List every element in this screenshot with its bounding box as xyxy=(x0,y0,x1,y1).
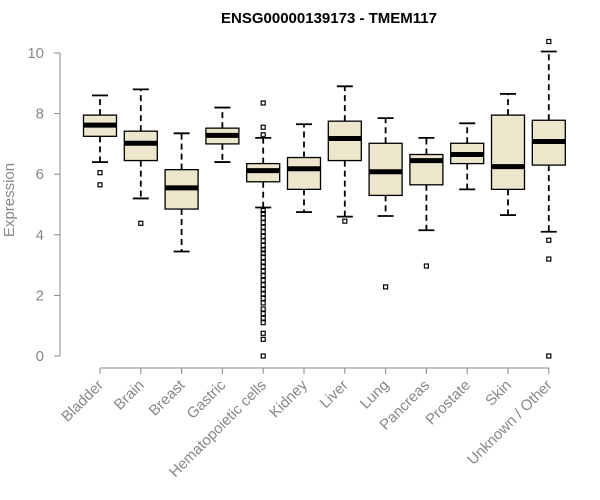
x-tick-label: Prostate xyxy=(422,377,474,429)
outlier-point xyxy=(260,207,266,214)
box-group-kidney xyxy=(286,123,322,213)
outlier-point xyxy=(260,233,266,239)
x-tick-label: Kidney xyxy=(266,376,311,421)
box-group-brain xyxy=(123,88,158,226)
outlier-point xyxy=(423,263,429,269)
outlier-point xyxy=(260,353,266,359)
x-tick-label: Lung xyxy=(357,377,393,413)
outlier-point xyxy=(260,277,266,283)
outlier-point xyxy=(260,229,266,235)
outlier-point xyxy=(260,336,266,342)
x-tick-label: Skin xyxy=(482,377,515,410)
outlier-point xyxy=(260,215,266,221)
outlier-point xyxy=(260,286,266,292)
outlier-point xyxy=(97,182,103,188)
y-tick-label: 10 xyxy=(27,45,44,62)
outlier-point xyxy=(546,353,552,359)
outlier-point xyxy=(260,330,266,336)
x-tick-label: Bladder xyxy=(58,377,107,426)
iqr-box xyxy=(286,156,322,191)
x-tick-label: Liver xyxy=(317,377,352,412)
outlier-point xyxy=(97,170,103,176)
y-tick-label: 4 xyxy=(36,227,44,244)
box-group-pancreas xyxy=(409,136,444,269)
outlier-point xyxy=(260,220,266,226)
box-group-lung xyxy=(368,117,403,290)
outlier-point xyxy=(546,38,552,45)
outlier-point xyxy=(260,295,266,302)
outlier-point xyxy=(260,254,266,261)
boxes xyxy=(82,38,566,359)
chart-title: ENSG00000139173 - TMEM117 xyxy=(221,10,437,27)
box-group-breast xyxy=(164,132,199,253)
box-group-gastric xyxy=(205,106,240,163)
y-axis-title: Expression xyxy=(1,163,18,237)
x-tick-label: Breast xyxy=(146,376,189,419)
outlier-point xyxy=(260,310,266,317)
outlier-point xyxy=(260,242,266,249)
box-group-unknown-other xyxy=(531,38,566,359)
outlier-point xyxy=(260,300,266,306)
x-tick-label: Brain xyxy=(111,377,148,414)
y-tick-label: 2 xyxy=(36,287,44,304)
outlier-point xyxy=(138,220,144,226)
outlier-point xyxy=(546,237,552,243)
outlier-point xyxy=(260,132,266,138)
y-tick-label: 0 xyxy=(36,348,44,365)
outlier-point xyxy=(260,224,266,230)
outlier-point xyxy=(260,100,266,106)
box-group-prostate xyxy=(450,122,485,191)
box-group-skin xyxy=(490,93,526,217)
outlier-point xyxy=(342,218,348,224)
outlier-point xyxy=(260,320,266,326)
outlier-point xyxy=(260,315,266,321)
iqr-box xyxy=(490,114,526,190)
box-group-bladder xyxy=(82,94,118,188)
outlier-point xyxy=(260,247,266,253)
outlier-point xyxy=(260,264,266,270)
outlier-point xyxy=(260,238,266,244)
box-group-hematopoietic-cells xyxy=(246,100,281,359)
iqr-box xyxy=(123,130,158,162)
outlier-point xyxy=(260,273,266,279)
outlier-point xyxy=(546,256,552,262)
outlier-point xyxy=(260,268,266,274)
outlier-point xyxy=(260,259,266,265)
outlier-point xyxy=(260,282,266,288)
box-group-liver xyxy=(327,85,362,224)
outlier-point xyxy=(260,124,266,130)
y-tick-label: 8 xyxy=(36,106,44,123)
outlier-point xyxy=(260,306,266,312)
outlier-point xyxy=(260,291,266,297)
outlier-point xyxy=(383,284,389,290)
y-tick-label: 6 xyxy=(36,166,44,183)
